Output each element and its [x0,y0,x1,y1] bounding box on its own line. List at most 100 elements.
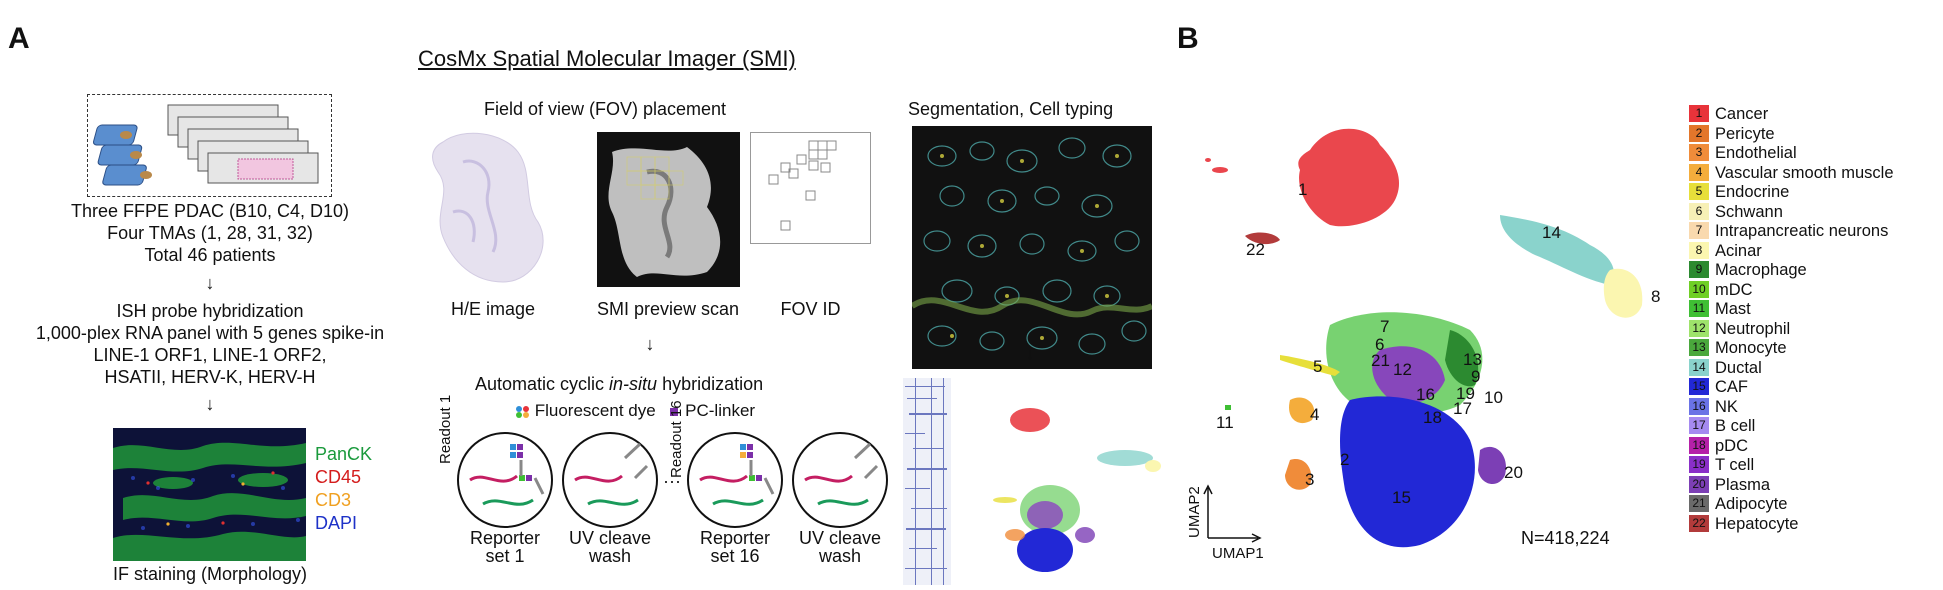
legend-label: Endothelial [1715,144,1797,162]
legend-swatch: 2 [1689,124,1709,142]
if-caption: IF staining (Morphology) [112,564,308,584]
step-uv-1-line1: UV cleave [568,528,652,548]
legend-item: 2 Pericyte [1689,124,1775,144]
cluster-blob-acinar [1603,268,1643,318]
step-uv-1-line2: wash [588,546,632,566]
uv-cleave-circle-16 [792,432,888,528]
readout-1-label: Readout 1 [437,394,454,464]
cluster-label-5: 5 [1313,357,1322,376]
slides-box [87,94,332,197]
if-marker-cd3: CD3 [315,490,352,510]
ffpe-blocks-icon [93,124,152,186]
fov-label-he: H/E image [450,299,536,319]
ish-line-2: 1,000-plex RNA panel with 5 genes spike-… [35,323,385,343]
legend-label: T cell [1715,456,1755,474]
cluster-blob-ductal [1500,215,1614,285]
fluorescent-dye-icon [516,405,529,418]
expression-matrix [903,378,951,585]
smi-title: CosMx Spatial Molecular Imager (SMI) [418,46,796,71]
legend-item: 14 Ductal [1689,358,1762,378]
cyclic-suffix: hybridization [657,374,764,394]
legend-label: Intrapancreatic neurons [1715,222,1889,240]
legend-swatch: 1 [1689,105,1709,122]
panel-b-letter: B [1177,22,1199,55]
cluster-label-15: 15 [1392,488,1411,507]
legend-label: Monocyte [1715,339,1787,357]
legend-item: 18 pDC [1689,436,1748,456]
mini-umap [975,400,1165,580]
cluster-label-7: 7 [1380,317,1389,336]
legend-label: NK [1715,397,1738,416]
cluster-label-16: 16 [1416,385,1435,404]
legend-label: Vascular smooth muscle [1715,163,1894,182]
step-uv-16-line1: UV cleave [798,528,882,548]
legend-swatch: 5 [1689,183,1709,200]
legend-swatch: 15 [1689,378,1709,395]
arrow-down: ↓ [205,273,215,293]
pc-linker-icon [670,407,679,416]
legend-item: 4 Vascular smooth muscle [1689,163,1894,183]
panel-a-letter: A [8,22,30,55]
legend-swatch: 22 [1689,514,1709,532]
cell-count: N=418,224 [1521,528,1610,548]
legend-item: 19 T cell [1689,456,1754,475]
legend-label: CAF [1715,378,1748,396]
legend-item: 11 Mast [1689,300,1751,319]
cyclic-prefix: Automatic cyclic [475,374,610,394]
cluster-blob-cancer [1205,128,1400,227]
legend-item: 21 Adipocyte [1689,495,1787,514]
umap-axes-icon [1203,484,1262,543]
cluster-label-2: 2 [1340,450,1349,469]
legend-label: Acinar [1715,241,1762,260]
legend-swatch: 16 [1689,397,1709,415]
cluster-label-22: 22 [1246,240,1265,259]
cluster-label-10: 10 [1484,388,1503,407]
legend-swatch: 17 [1689,417,1709,434]
legend-swatch: 12 [1689,319,1709,337]
cluster-blob-hepatocyte [1245,232,1280,245]
reporter-circle-16 [687,432,783,528]
fov-label-id: FOV ID [780,299,841,319]
if-marker-panck: PanCK [315,444,373,464]
cluster-blob-caf [1340,396,1475,548]
cluster-label-20: 20 [1504,463,1523,482]
cluster-label-11: 11 [1216,413,1234,432]
cluster-label-13: 13 [1463,350,1482,369]
fov-title: Field of view (FOV) placement [483,99,727,119]
key-dye-label: Fluorescent dye [534,401,656,420]
axis-label-umap1: UMAP1 [1212,545,1264,562]
cluster-blob-myeloid [1326,312,1483,415]
legend-label: mDC [1715,280,1753,299]
step-reporter-1-line2: set 1 [485,546,525,566]
reporter-circle-1 [457,432,553,528]
sample-line-2: Four TMAs (1, 28, 31, 32) [107,223,313,243]
cluster-label-6: 6 [1375,335,1384,354]
cluster-blob-mast [1225,405,1231,410]
legend-item: 17 B cell [1689,417,1755,436]
cyclic-italic: in-situ [609,374,658,394]
arrow-down: ↓ [645,334,655,354]
cluster-label-17: 17 [1453,399,1472,418]
legend-item: 16 NK [1689,397,1738,417]
seg-title: Segmentation, Cell typing [908,99,1114,119]
cluster-label-9: 9 [1471,367,1480,386]
smi-preview-scan [597,132,740,287]
legend-label: Hepatocyte [1715,514,1799,533]
cluster-blob-endocrine [1280,355,1340,376]
key-row: Fluorescent dye PC-linker [515,401,755,421]
legend-swatch: 20 [1689,475,1709,493]
step-reporter-16-line2: set 16 [710,546,760,566]
slides-illustration [93,104,319,186]
legend-item: 10 mDC [1689,280,1753,300]
readout-circles [457,432,888,528]
cluster-blob-vsm [1289,397,1315,424]
ellipsis: ··· [663,471,681,491]
cluster-label-14: 14 [1542,223,1561,242]
legend-item: 15 CAF [1689,378,1748,397]
cluster-labels: 1 2 3 4 5 6 7 8 9 10 11 12 13 14 15 16 1… [1216,180,1660,507]
legend-item: 6 Schwann [1689,202,1783,222]
legend-label: Plasma [1715,475,1771,494]
segmentation-image [912,126,1152,369]
sample-line-3: Total 46 patients [144,245,276,265]
ish-line-4: HSATII, HERV-K, HERV-H [104,367,316,387]
